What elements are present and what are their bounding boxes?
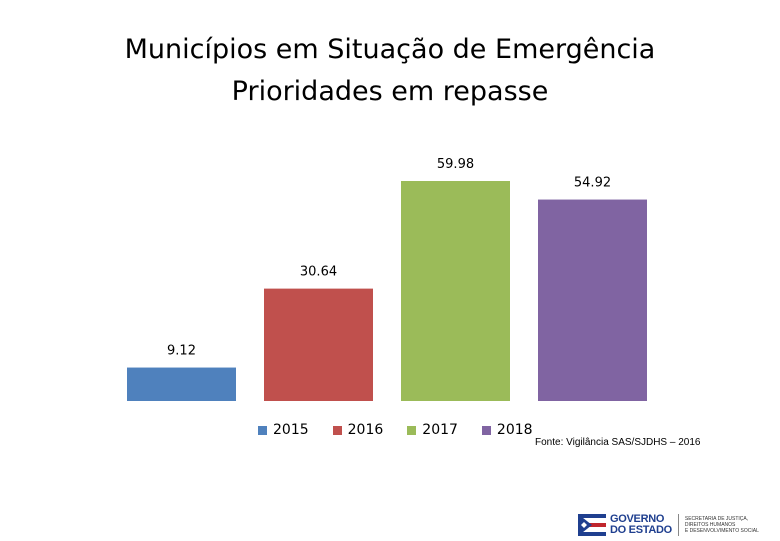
legend-label-2017: 2017 — [422, 422, 458, 438]
legend-item-2015: 2015 — [258, 422, 309, 438]
data-label-2017: 59.98 — [437, 157, 474, 172]
chart-legend: 2015 2016 2017 2018 — [258, 420, 557, 440]
logo-name-line-2: DO ESTADO — [610, 524, 672, 536]
legend-item-2016: 2016 — [332, 422, 384, 438]
bar-2015 — [127, 367, 236, 401]
legend-item-2017: 2017 — [407, 422, 458, 438]
legend-label-2015: 2015 — [273, 422, 309, 438]
state-flag-icon — [578, 514, 606, 536]
bar-2018 — [538, 199, 647, 401]
legend-item-2018: 2018 — [481, 422, 533, 438]
logo-name-line-1: GOVERNO — [610, 513, 665, 525]
legend-label-2016: 2016 — [347, 422, 384, 438]
logo-department: SECRETARIA DE JUSTIÇA, DIREITOS HUMANOS … — [685, 516, 765, 534]
legend-swatch-2018 — [481, 425, 491, 435]
logo-name: GOVERNO DO ESTADO — [610, 514, 672, 536]
chart-title-line-1: Municípios em Situação de Emergência — [124, 34, 656, 65]
data-label-2018: 54.92 — [574, 176, 611, 191]
legend-swatch-2016 — [332, 425, 342, 435]
government-logo: GOVERNO DO ESTADO SECRETARIA DE JUSTIÇA,… — [578, 512, 765, 538]
source-note: Fonte: Vigilância SAS/SJDHS – 2016 — [535, 437, 701, 448]
chart-title-line-2: Prioridades em repasse — [231, 76, 549, 107]
legend-swatch-2017 — [407, 425, 417, 435]
data-label-2015: 9.12 — [167, 344, 196, 359]
legend-swatch-2015 — [258, 425, 267, 435]
data-label-2016: 30.64 — [300, 265, 337, 280]
bar-2017 — [401, 181, 510, 401]
legend-label-2018: 2018 — [496, 422, 533, 438]
bar-2016 — [264, 288, 373, 401]
logo-dept-line-2: E DESENVOLVIMENTO SOCIAL — [684, 528, 759, 534]
logo-divider — [677, 514, 679, 536]
logo-dept-line-1: SECRETARIA DE JUSTIÇA, DIREITOS HUMANOS — [684, 516, 749, 528]
